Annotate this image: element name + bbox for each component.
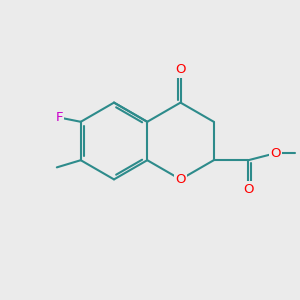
- Text: O: O: [175, 173, 186, 186]
- Text: F: F: [56, 111, 63, 124]
- Text: O: O: [243, 182, 254, 196]
- Text: O: O: [270, 147, 280, 160]
- Text: O: O: [175, 64, 186, 76]
